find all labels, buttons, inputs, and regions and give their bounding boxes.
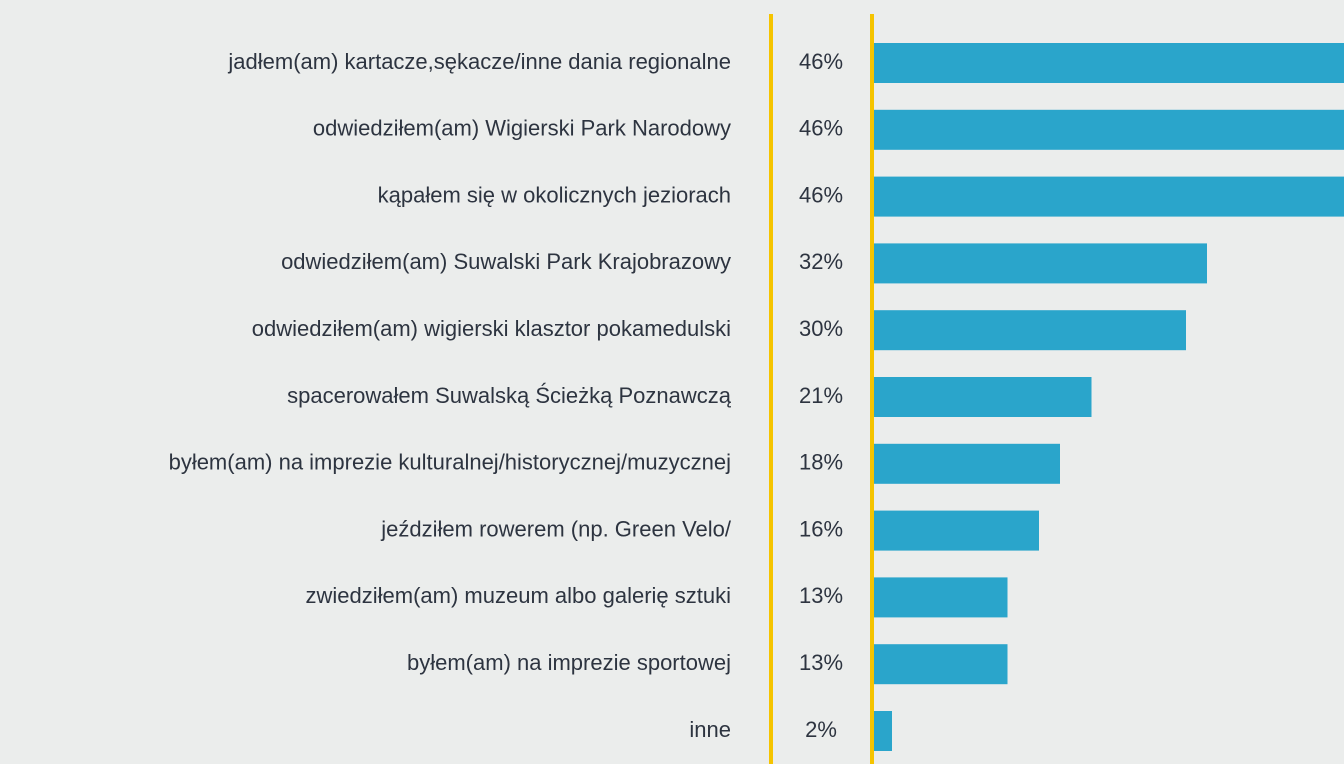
bar [871,310,1186,351]
value-label: 21% [799,383,843,408]
category-label: byłem(am) na imprezie kulturalnej/histor… [169,450,731,475]
category-label: inne [689,717,731,742]
category-label: odwiedziłem(am) Suwalski Park Krajobrazo… [281,249,731,274]
value-label: 13% [799,650,843,675]
bar [871,711,892,751]
category-label: zwiedziłem(am) muzeum albo galerię sztuk… [306,583,731,608]
category-label: byłem(am) na imprezie sportowej [407,650,731,675]
bar [871,109,1344,150]
category-label: jadłem(am) kartacze,sękacze/inne dania r… [227,49,731,74]
value-label: 16% [799,516,843,541]
category-label: odwiedziłem(am) wigierski klasztor pokam… [252,316,731,341]
bar [871,510,1039,551]
value-label: 30% [799,316,843,341]
bar [871,43,1344,83]
category-label: jeździłem rowerem (np. Green Velo/ [380,516,732,541]
category-label: odwiedziłem(am) Wigierski Park Narodowy [313,116,731,141]
value-label: 13% [799,583,843,608]
bar [871,377,1092,417]
value-label: 2% [805,717,837,742]
value-label: 46% [799,182,843,207]
bar [871,577,1008,618]
value-label: 46% [799,49,843,74]
category-label: spacerowałem Suwalską Ścieżką Poznawczą [287,383,732,408]
bar [871,243,1207,284]
value-label: 32% [799,249,843,274]
bar [871,443,1060,484]
category-label: kąpałem się w okolicznych jeziorach [378,182,731,207]
value-label: 18% [799,450,843,475]
bar [871,644,1008,685]
bar [871,176,1344,217]
value-label: 46% [799,116,843,141]
